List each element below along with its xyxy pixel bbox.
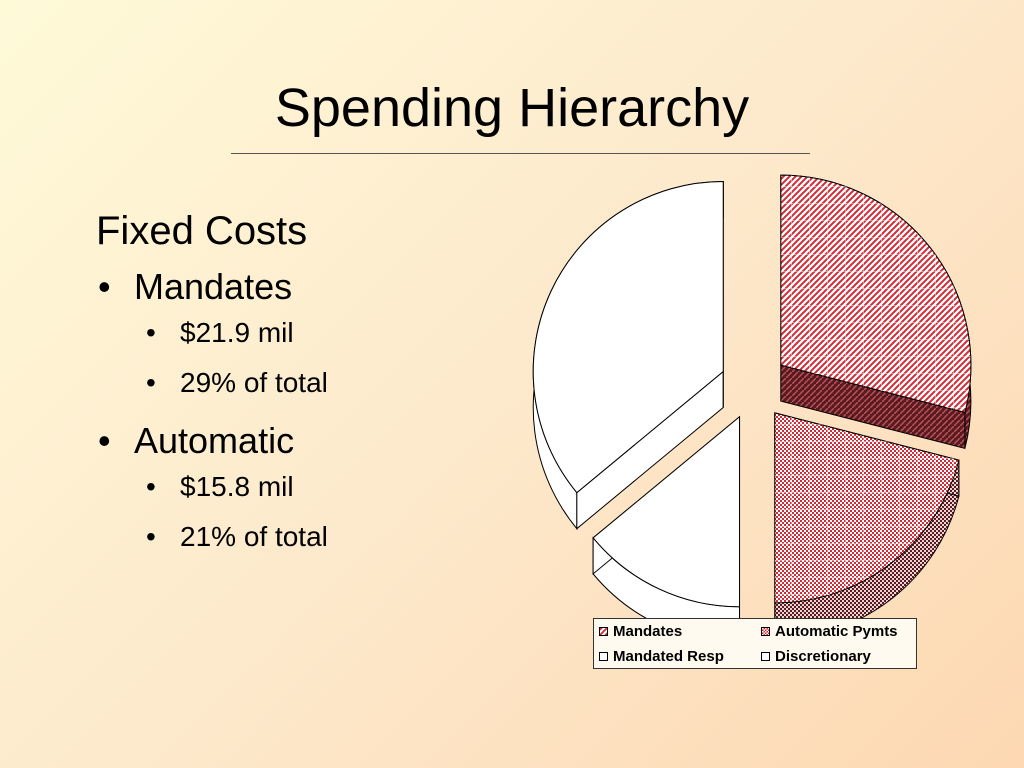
chart-legend: Mandates Automatic Pymts Mandated Resp D… (593, 618, 917, 669)
legend-swatch-discretionary (761, 652, 770, 661)
legend-item-mandated-resp: Mandated Resp (599, 648, 724, 665)
content-heading: Fixed Costs (96, 209, 308, 253)
bullet-automatic-percent: 21% of total (96, 518, 516, 556)
legend-swatch-mandated-resp (599, 652, 608, 661)
legend-item-discretionary: Discretionary (761, 648, 871, 665)
title-divider (231, 153, 810, 154)
legend-item-mandates: Mandates (599, 623, 682, 640)
bullet-automatic-amount: $15.8 mil (96, 468, 516, 506)
pie-slice-mandated-resp (592, 415, 741, 608)
legend-label-mandated-resp: Mandated Resp (613, 648, 724, 665)
slide-content: Fixed Costs Mandates $21.9 mil 29% of to… (96, 206, 516, 568)
pie-slice-grid-automatic-pymts (774, 412, 959, 603)
legend-swatch-mandates (599, 627, 608, 636)
legend-label-automatic-pymts: Automatic Pymts (775, 623, 898, 640)
pie-slice-grid-mandates (780, 175, 971, 413)
pie-top-faces (532, 174, 972, 608)
bullet-automatic: Automatic (96, 418, 516, 464)
pie-slice-discretionary (532, 181, 724, 494)
legend-label-discretionary: Discretionary (775, 648, 871, 665)
bullet-mandates-amount: $21.9 mil (96, 314, 516, 352)
legend-item-automatic-pymts: Automatic Pymts (761, 623, 898, 640)
slide-title: Spending Hierarchy (274, 78, 750, 138)
bullet-mandates: Mandates (96, 264, 516, 310)
legend-label-mandates: Mandates (613, 623, 683, 640)
legend-swatch-automatic-pymts (761, 627, 770, 636)
bullet-mandates-percent: 29% of total (96, 364, 516, 402)
